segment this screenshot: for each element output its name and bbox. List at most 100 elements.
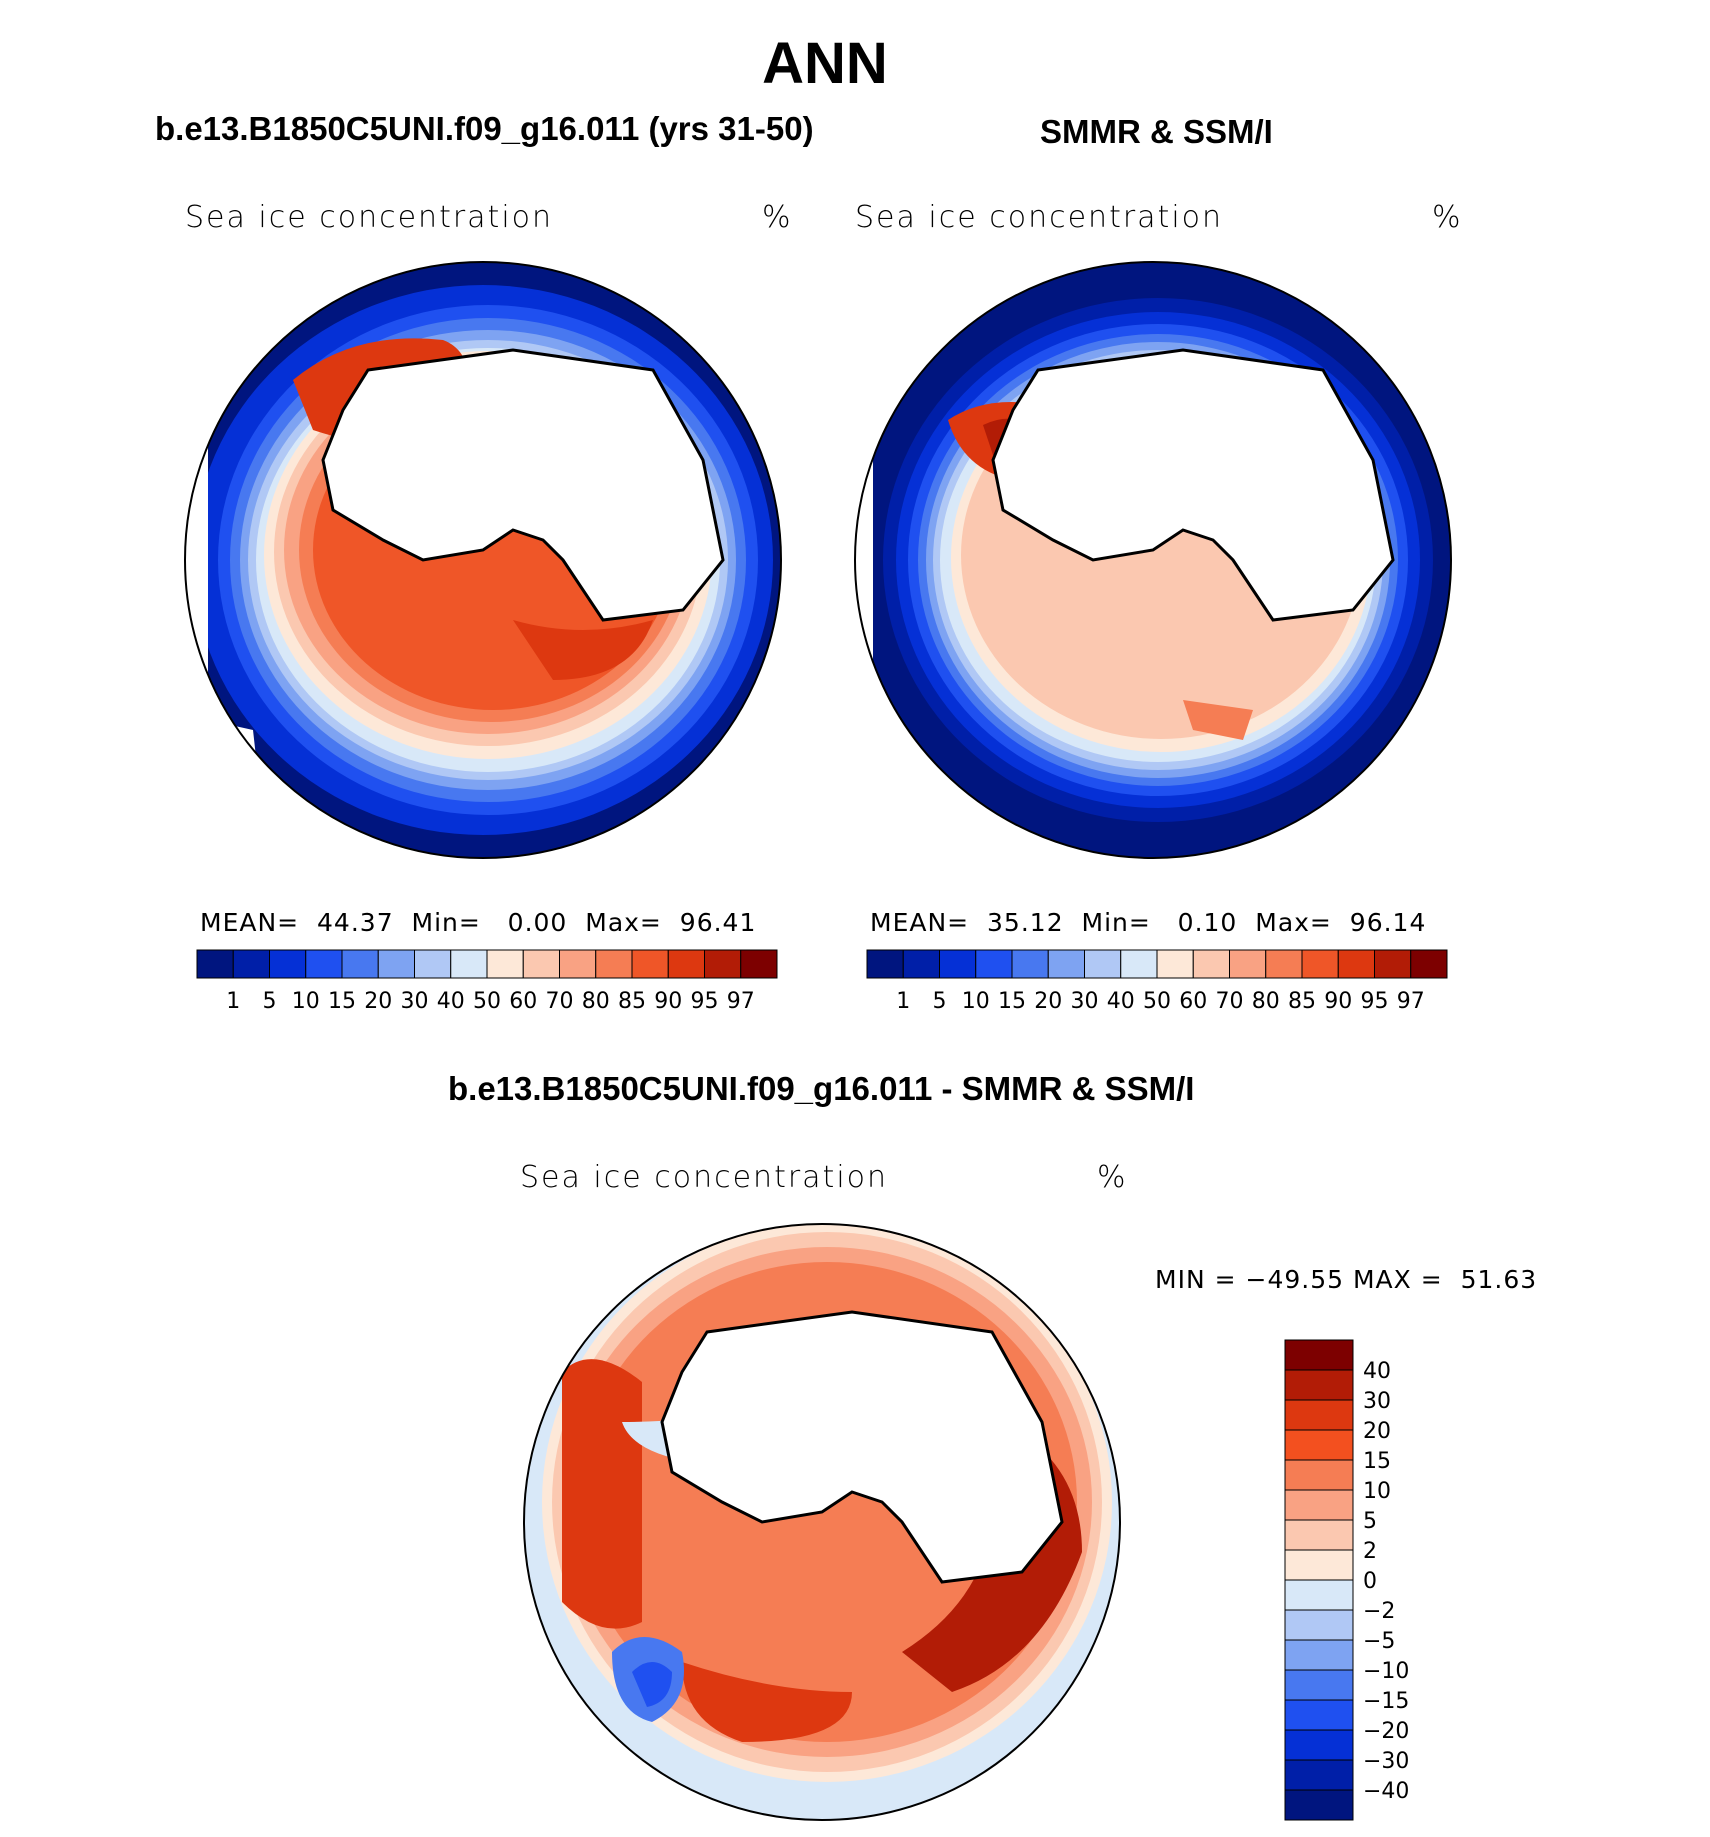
model-colorbar-tick-label: 1 bbox=[226, 989, 240, 1014]
diff-colorbar-swatch bbox=[1284, 1519, 1354, 1551]
model-colorbar-swatch bbox=[450, 949, 488, 979]
obs-colorbar-swatch bbox=[1410, 949, 1448, 979]
model-colorbar-tick-label: 10 bbox=[292, 989, 320, 1014]
diff-colorbar-swatch bbox=[1284, 1459, 1354, 1491]
model-colorbar-swatch bbox=[414, 949, 452, 979]
obs-min-value: 0.10 bbox=[1177, 908, 1238, 937]
diff-colorbar-swatch bbox=[1284, 1339, 1354, 1371]
diff-min-value: −49.55 bbox=[1245, 1265, 1345, 1294]
model-colorbar-tick-label: 5 bbox=[263, 989, 277, 1014]
model-colorbar-tick-label: 85 bbox=[618, 989, 646, 1014]
diff-colorbar-tick-label: 10 bbox=[1363, 1479, 1391, 1504]
obs-colorbar-swatch bbox=[1156, 949, 1194, 979]
diff-colorbar-tick-label: 2 bbox=[1363, 1539, 1377, 1564]
obs-colorbar-tick-label: 30 bbox=[1071, 989, 1099, 1014]
model-colorbar-tick-label: 15 bbox=[328, 989, 356, 1014]
diff-colorbar-tick-label: 30 bbox=[1363, 1389, 1391, 1414]
diff-sea-ice-map bbox=[523, 1223, 1121, 1821]
diff-colorbar-tick-label: 5 bbox=[1363, 1509, 1377, 1534]
diff-colorbar-swatch bbox=[1284, 1399, 1354, 1431]
model-colorbar-tick-label: 20 bbox=[364, 989, 392, 1014]
model-max-label: Max= bbox=[585, 908, 662, 937]
model-colorbar-tick-label: 97 bbox=[727, 989, 755, 1014]
model-units-label: % bbox=[762, 200, 793, 235]
obs-colorbar-tick-label: 1 bbox=[896, 989, 910, 1014]
model-colorbar-tick-label: 70 bbox=[546, 989, 574, 1014]
obs-mean-value: 35.12 bbox=[987, 908, 1064, 937]
diff-colorbar-tick-label: −30 bbox=[1363, 1749, 1409, 1774]
obs-mean-label: MEAN= bbox=[870, 908, 970, 937]
obs-colorbar-tick-label: 50 bbox=[1143, 989, 1171, 1014]
obs-colorbar-swatch bbox=[1337, 949, 1375, 979]
model-colorbar-tick-label: 90 bbox=[654, 989, 682, 1014]
model-panel-header: b.e13.B1850C5UNI.f09_g16.011 (yrs 31-50) bbox=[155, 110, 814, 147]
diff-colorbar-tick-label: −5 bbox=[1363, 1629, 1395, 1654]
obs-sea-ice-map bbox=[854, 261, 1452, 859]
diff-colorbar-swatch bbox=[1284, 1759, 1354, 1791]
model-colorbar-tick-label: 50 bbox=[473, 989, 501, 1014]
diff-colorbar-swatch bbox=[1284, 1579, 1354, 1611]
diff-panel-header: b.e13.B1850C5UNI.f09_g16.011 - SMMR & SS… bbox=[448, 1070, 1195, 1107]
diff-colorbar-tick-label: 40 bbox=[1363, 1359, 1391, 1384]
obs-colorbar-tick-label: 70 bbox=[1216, 989, 1244, 1014]
diff-colorbar-swatch bbox=[1284, 1789, 1354, 1821]
obs-colorbar-swatch bbox=[1301, 949, 1339, 979]
obs-colorbar-tick-label: 90 bbox=[1324, 989, 1352, 1014]
diff-colorbar-tick-label: 15 bbox=[1363, 1449, 1391, 1474]
model-colorbar-swatch bbox=[740, 949, 778, 979]
main-title: ANN bbox=[762, 31, 888, 96]
model-colorbar-swatch bbox=[522, 949, 560, 979]
obs-colorbar-tick-label: 95 bbox=[1361, 989, 1389, 1014]
model-colorbar-tick-label: 95 bbox=[691, 989, 719, 1014]
model-mean-value: 44.37 bbox=[317, 908, 394, 937]
diff-units-label: % bbox=[1097, 1160, 1128, 1195]
obs-panel-header: SMMR & SSM/I bbox=[1040, 113, 1273, 150]
obs-colorbar: 1 5 10 15 20 30 40 50 60 70 80 85 90 95 97 bbox=[866, 949, 1448, 1014]
model-max-value: 96.41 bbox=[679, 908, 757, 937]
obs-colorbar-swatch bbox=[939, 949, 977, 979]
obs-colorbar-swatch bbox=[902, 949, 940, 979]
obs-colorbar-swatch bbox=[1374, 949, 1412, 979]
diff-colorbar-swatch bbox=[1284, 1699, 1354, 1731]
diff-colorbar-tick-label: 20 bbox=[1363, 1419, 1391, 1444]
diff-colorbar-swatch bbox=[1284, 1639, 1354, 1671]
model-colorbar-swatch bbox=[305, 949, 343, 979]
model-mean-label: MEAN= bbox=[200, 908, 300, 937]
diff-stats: MIN = −49.55 MAX = 51.63 bbox=[1155, 1265, 1537, 1294]
model-min-label: Min= bbox=[411, 908, 481, 937]
model-colorbar-swatch bbox=[667, 949, 705, 979]
model-colorbar-swatch bbox=[341, 949, 379, 979]
obs-colorbar-tick-label: 10 bbox=[962, 989, 990, 1014]
obs-colorbar-swatch bbox=[1084, 949, 1122, 979]
obs-colorbar-tick-label: 5 bbox=[933, 989, 947, 1014]
obs-colorbar-tick-label: 20 bbox=[1034, 989, 1062, 1014]
diff-colorbar-tick-label: 0 bbox=[1363, 1569, 1377, 1594]
obs-colorbar-swatch bbox=[1047, 949, 1085, 979]
model-colorbar-tick-label: 40 bbox=[437, 989, 465, 1014]
model-colorbar-swatch bbox=[595, 949, 633, 979]
model-colorbar-tick-label: 30 bbox=[401, 989, 429, 1014]
obs-max-value: 96.14 bbox=[1349, 908, 1427, 937]
diff-colorbar-tick-label: −2 bbox=[1363, 1599, 1395, 1624]
obs-colorbar-swatch bbox=[1011, 949, 1049, 979]
diff-colorbar-swatch bbox=[1284, 1549, 1354, 1581]
model-variable-label: Sea ice concentration bbox=[185, 200, 554, 235]
obs-colorbar-tick-label: 60 bbox=[1179, 989, 1207, 1014]
obs-colorbar-tick-label: 97 bbox=[1397, 989, 1425, 1014]
model-colorbar-tick-label: 80 bbox=[582, 989, 610, 1014]
obs-colorbar-swatch bbox=[1265, 949, 1303, 979]
model-colorbar-swatch bbox=[486, 949, 524, 979]
obs-colorbar-tick-label: 40 bbox=[1107, 989, 1135, 1014]
model-colorbar-swatch bbox=[232, 949, 270, 979]
diff-colorbar-swatch bbox=[1284, 1729, 1354, 1761]
obs-colorbar-tick-label: 80 bbox=[1252, 989, 1280, 1014]
diff-variable-label: Sea ice concentration bbox=[520, 1160, 889, 1195]
obs-stats: MEAN= 35.12 Min= 0.10 Max= 96.14 bbox=[870, 908, 1426, 937]
obs-max-label: Max= bbox=[1255, 908, 1332, 937]
obs-min-label: Min= bbox=[1081, 908, 1151, 937]
diff-max-label: MAX = bbox=[1352, 1265, 1443, 1294]
diff-colorbar-swatch bbox=[1284, 1489, 1354, 1521]
obs-units-label: % bbox=[1432, 200, 1463, 235]
model-stats: MEAN= 44.37 Min= 0.00 Max= 96.41 bbox=[200, 908, 756, 937]
